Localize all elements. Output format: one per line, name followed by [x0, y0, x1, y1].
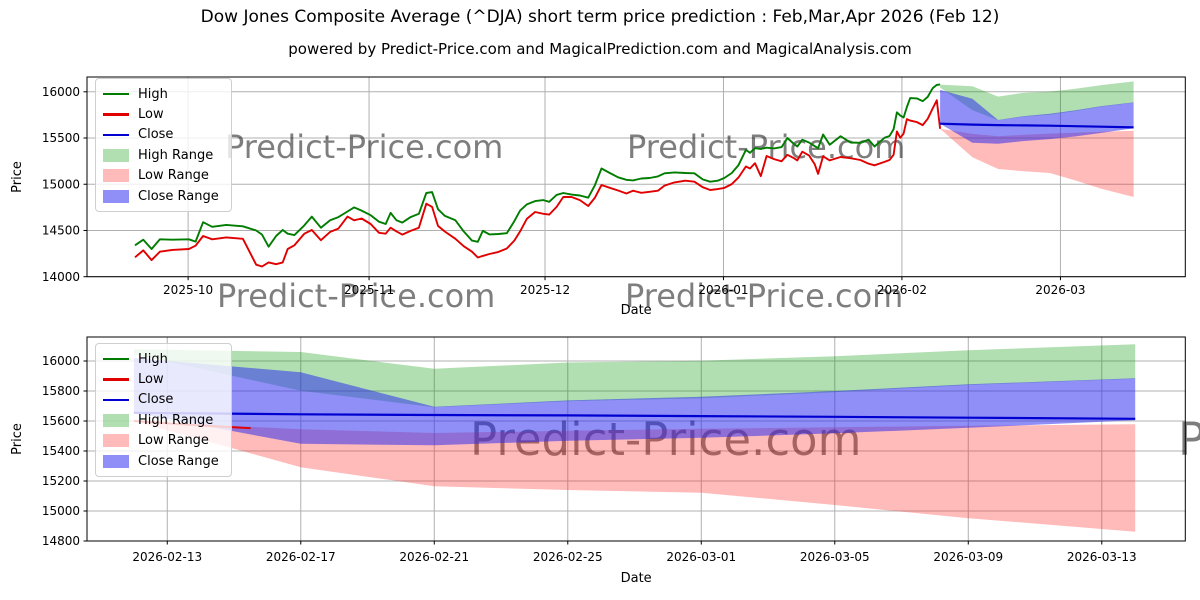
low-range-band [133, 421, 1136, 532]
legend-label-low-range: Low Range [138, 168, 209, 184]
close-line [133, 411, 1136, 420]
x-tick-label: 2025-12 [520, 283, 570, 297]
legend-swatch-low [103, 113, 129, 116]
low-line [134, 99, 942, 268]
legend-item-close-range: Close Range [103, 451, 224, 471]
legend-swatch-low-range [103, 169, 129, 183]
legend-label-close-range: Close Range [138, 188, 219, 204]
close-line [940, 122, 1134, 129]
plot-frame [86, 76, 1186, 278]
legend-item-low-range: Low Range [103, 166, 224, 186]
legend-label-low-range: Low Range [138, 433, 209, 449]
y-tick-label: 15000 [42, 177, 80, 191]
legend-swatch-high-range [103, 413, 129, 427]
legend-top-chart: High Low Close High Range Low Range Close Ran… [95, 78, 232, 213]
legend-item-high: High [103, 349, 224, 369]
axis-label-date: Date [621, 571, 652, 586]
x-tick-label: 2026-02-13 [132, 550, 202, 564]
legend-label-low: Low [138, 107, 164, 123]
legend-item-close-range: Close Range [103, 186, 224, 206]
figure-title: Dow Jones Composite Average (^DJA) short… [200, 7, 1000, 27]
y-tick-label: 15000 [42, 504, 80, 518]
x-tick-label: 2026-03 [1035, 283, 1085, 297]
x-tick-label: 2026-03-09 [933, 550, 1003, 564]
legend-swatch-close [103, 398, 129, 402]
high-range-band [940, 81, 1134, 121]
x-tick-label: 2026-02-17 [266, 550, 336, 564]
low-range-band [940, 128, 1134, 197]
legend-item-high-range: High Range [103, 410, 224, 430]
y-tick-label: 16000 [42, 85, 80, 99]
x-tick-label: 2026-02-21 [399, 550, 469, 564]
x-tick-label: 2026-03-13 [1067, 550, 1137, 564]
x-tick-label: 2026-03-05 [800, 550, 870, 564]
watermark-text: Predict-Price.com [1178, 413, 1200, 466]
legend-label-high: High [138, 86, 168, 102]
legend-swatch-high [103, 357, 129, 361]
close-range-band [133, 358, 1136, 446]
y-tick-label: 16000 [42, 354, 80, 368]
high-range-band [133, 344, 1136, 408]
legend-label-close: Close [138, 392, 174, 408]
y-tick-label: 15600 [42, 414, 80, 428]
y-tick-label: 15200 [42, 474, 80, 488]
legend-swatch-high-range [103, 148, 129, 162]
axis-label-price: Price [10, 161, 25, 193]
x-tick-label: 2026-02 [877, 283, 927, 297]
legend-item-high: High [103, 84, 224, 104]
legend-swatch-close-range [103, 454, 129, 468]
y-tick-label: 14000 [42, 270, 80, 284]
legend-item-low-range: Low Range [103, 431, 224, 451]
x-tick-label: 2026-03-01 [666, 550, 736, 564]
watermark-text: Predict-Price.com [625, 277, 903, 315]
legend-label-high-range: High Range [138, 412, 214, 428]
legend-item-close: Close [103, 125, 224, 145]
legend-swatch-low [103, 378, 129, 381]
legend-item-close: Close [103, 390, 224, 410]
legend-swatch-close [103, 133, 129, 137]
legend-item-high-range: High Range [103, 145, 224, 165]
y-tick-label: 15800 [42, 384, 80, 398]
legend-label-low: Low [138, 372, 164, 388]
legend-label-close: Close [138, 127, 174, 143]
y-tick-label: 14800 [42, 534, 80, 548]
legend-label-high: High [138, 351, 168, 367]
legend-swatch-low-range [103, 434, 129, 448]
legend-bottom-chart: High Low Close High Range Low Range Close Ran… [95, 343, 232, 478]
y-tick-label: 14500 [42, 224, 80, 238]
legend-swatch-close-range [103, 189, 129, 203]
high-line [134, 83, 941, 250]
x-tick-label: 2026-01 [698, 283, 748, 297]
legend-swatch-high [103, 92, 129, 96]
axis-label-price: Price [10, 423, 25, 455]
x-tick-label: 2026-02-25 [533, 550, 603, 564]
legend-label-close-range: Close Range [138, 453, 219, 469]
x-tick-label: 2025-10 [163, 283, 213, 297]
legend-item-low: Low [103, 104, 224, 124]
y-tick-label: 15400 [42, 444, 80, 458]
plot-frame [86, 336, 1186, 542]
close-range-band [940, 89, 1134, 144]
axis-label-date: Date [621, 303, 652, 318]
watermark-text: Predict-Price.com [217, 277, 495, 315]
legend-item-low: Low [103, 369, 224, 389]
y-tick-label: 15500 [42, 131, 80, 145]
watermark-text: Predict-Price.com [225, 128, 503, 166]
x-tick-label: 2025-11 [344, 283, 394, 297]
figure-subtitle: powered by Predict-Price.com and Magical… [288, 40, 912, 58]
legend-label-high-range: High Range [138, 147, 214, 163]
